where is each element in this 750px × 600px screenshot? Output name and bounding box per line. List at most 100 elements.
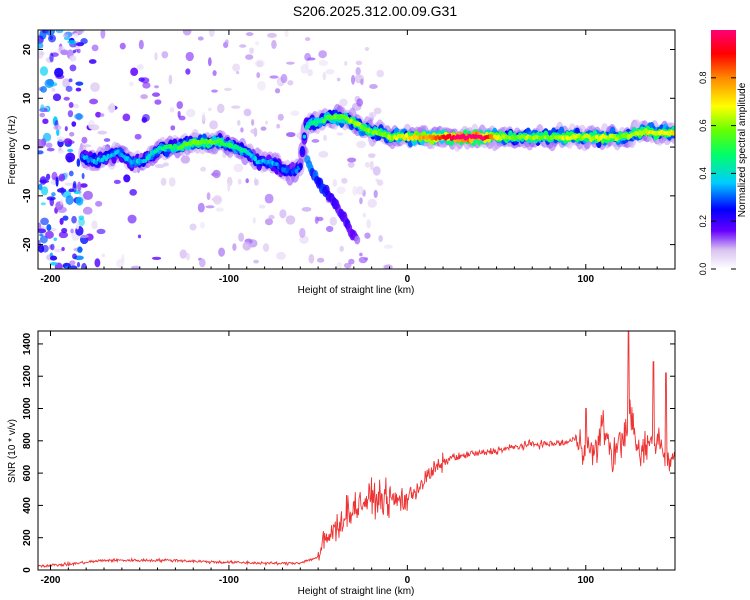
heatmap-noise-blob [232, 243, 237, 251]
heatmap-noise-blob [140, 94, 148, 100]
heatmap-noise-blob [332, 179, 338, 187]
heatmap-noise-blob [44, 78, 55, 88]
heatmap-noise-blob [99, 113, 105, 117]
spectrogram-x-tick-label: -100 [219, 274, 239, 285]
heatmap-ridge-mark [294, 168, 299, 174]
heatmap-noise-blob [53, 237, 58, 241]
heatmap-noise-blob [185, 68, 191, 75]
snr-x-tick-label: 0 [405, 575, 411, 586]
heatmap-noise-blob [329, 216, 338, 226]
spectrogram-x-tick-label: 0 [405, 274, 411, 285]
heatmap-noise-blob [336, 132, 344, 136]
heatmap-noise-blob [55, 176, 59, 187]
heatmap-noise-blob [77, 181, 82, 192]
snr-y-tick-label: 1000 [22, 397, 33, 420]
heatmap-noise-blob [341, 177, 348, 184]
heatmap-noise-blob [45, 173, 51, 181]
heatmap-noise-blob [301, 206, 312, 212]
heatmap-noise-blob [62, 215, 69, 221]
heatmap-noise-blob [186, 108, 196, 118]
heatmap-noise-blob [224, 39, 229, 45]
heatmap-noise-blob [39, 235, 48, 244]
heatmap-noise-blob [238, 232, 245, 242]
heatmap-noise-blob [207, 107, 212, 112]
heatmap-noise-blob [245, 32, 254, 37]
heatmap-noise-blob [154, 85, 159, 89]
colorbar-gradient [711, 30, 736, 269]
heatmap-noise-blob [185, 51, 194, 62]
snr-y-tick-label: 200 [22, 529, 33, 546]
heatmap-noise-blob [169, 107, 175, 113]
heatmap-noise-blob [40, 217, 49, 226]
heatmap-noise-blob [103, 138, 111, 142]
snr-y-label: SNR (10 * v/v) [7, 419, 18, 483]
heatmap-noise-blob [82, 206, 93, 215]
heatmap-noise-blob [336, 77, 341, 82]
heatmap-noise-blob [170, 125, 176, 131]
snr-x-label: Height of straight line (km) [298, 586, 415, 597]
heatmap-noise-blob [52, 93, 62, 102]
heatmap-noise-blob [355, 66, 361, 76]
colorbar-tick-label: 0.6 [698, 119, 708, 132]
heatmap-noise-blob [138, 39, 144, 50]
snr-y-tick-label: 600 [22, 464, 33, 481]
heatmap-noise-blob [276, 123, 281, 129]
heatmap-noise-blob [376, 179, 384, 186]
heatmap-noise-blob [207, 57, 212, 67]
heatmap-noise-blob [40, 86, 47, 93]
heatmap-noise-blob [318, 60, 329, 67]
snr-y-tick-label: 400 [22, 497, 33, 514]
heatmap-noise-blob [77, 218, 85, 227]
heatmap-noise-blob [231, 105, 241, 109]
heatmap-noise-blob [38, 183, 43, 191]
heatmap-ridge-mark [671, 130, 675, 136]
heatmap-noise-blob [249, 47, 254, 54]
heatmap-noise-blob [59, 217, 64, 225]
heatmap-noise-blob [67, 148, 74, 153]
heatmap-noise-blob [56, 128, 60, 136]
heatmap-noise-blob [66, 156, 73, 163]
heatmap-noise-blob [62, 78, 71, 88]
heatmap-noise-blob [57, 206, 67, 213]
spectrogram-y-tick-label: 10 [22, 92, 33, 104]
heatmap-ridge-mark [100, 157, 105, 163]
heatmap-branch-mark [354, 235, 361, 245]
heatmap-noise-blob [318, 151, 329, 158]
heatmap-noise-blob [264, 120, 269, 125]
snr-y-tick-label: 1200 [22, 365, 33, 388]
heatmap-noise-blob [348, 258, 355, 265]
heatmap-noise-blob [154, 99, 162, 105]
heatmap-noise-blob [306, 57, 316, 61]
heatmap-noise-blob [55, 30, 64, 34]
snr-panel: -200 -100 0 100 0 200 400 600 800 1000 1200 1400 H… [7, 330, 676, 597]
heatmap-noise-blob [49, 52, 54, 63]
heatmap-noise-blob [212, 169, 221, 179]
heatmap-noise-blob [119, 42, 126, 50]
spectrogram-y-tick-label: 0 [22, 144, 33, 150]
heatmap-noise-blob [180, 155, 191, 164]
heatmap-noise-blob [239, 44, 247, 48]
heatmap-noise-blob [286, 132, 296, 138]
heatmap-noise-blob [197, 36, 204, 41]
heatmap-noise-blob [223, 87, 232, 92]
heatmap-noise-blob [101, 253, 106, 258]
heatmap-noise-blob [200, 166, 207, 172]
heatmap-noise-blob [42, 118, 49, 125]
heatmap-noise-blob [160, 177, 167, 186]
heatmap-noise-blob [72, 253, 77, 260]
heatmap-noise-blob [356, 140, 367, 149]
heatmap-noise-blob [60, 49, 69, 56]
heatmap-noise-blob [75, 30, 85, 35]
heatmap-noise-blob [215, 207, 224, 212]
heatmap-noise-blob [88, 59, 97, 64]
heatmap-noise-blob [322, 72, 327, 81]
spectrogram-y-label: Frequency (Hz) [7, 116, 18, 185]
heatmap-noise-blob [242, 241, 252, 251]
heatmap-noise-blob [311, 139, 320, 143]
heatmap-noise-blob [359, 197, 363, 205]
heatmap-noise-blob [49, 262, 59, 266]
heatmap-noise-blob [236, 71, 240, 75]
heatmap-noise-blob [347, 161, 355, 168]
snr-x-tick-label: 100 [577, 575, 594, 586]
